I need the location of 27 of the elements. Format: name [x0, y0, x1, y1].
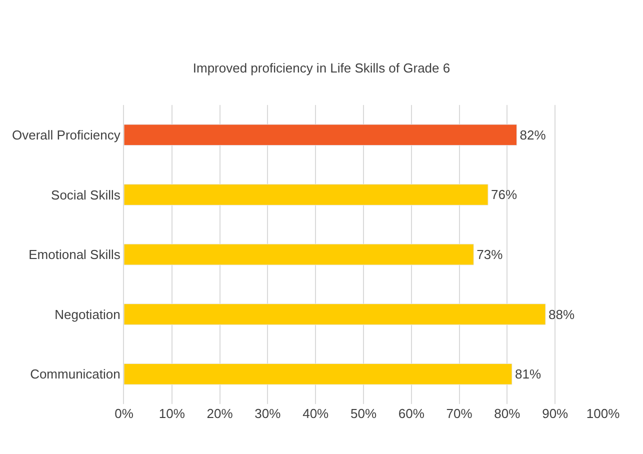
- bar: [124, 124, 518, 146]
- chart-title: Improved proficiency in Life Skills of Grade 6: [192, 60, 450, 76]
- bar: [124, 304, 546, 326]
- data-label: 81%: [514, 366, 542, 382]
- x-tick-label: 60%: [398, 406, 425, 421]
- y-tick-label: Overall Proficiency: [12, 127, 121, 142]
- x-tick-label: 20%: [206, 406, 234, 421]
- bar: [124, 363, 512, 385]
- data-label: 76%: [491, 187, 518, 202]
- x-tick-label: 80%: [494, 406, 521, 421]
- bar: [124, 184, 488, 206]
- x-tick-label: 10%: [158, 406, 186, 421]
- data-label: 88%: [548, 306, 575, 322]
- y-tick-label: Social Skills: [51, 187, 121, 202]
- x-tick-label: 100%: [586, 406, 620, 421]
- x-tick-label: 70%: [446, 406, 473, 421]
- data-label: 73%: [476, 247, 504, 262]
- data-label: 82%: [520, 127, 546, 142]
- x-tick-label: 30%: [254, 406, 282, 421]
- x-tick-label: 40%: [302, 406, 330, 421]
- x-tick-label: 90%: [542, 406, 569, 421]
- y-tick-label: Communication: [30, 366, 120, 382]
- x-tick-label: 50%: [350, 406, 377, 421]
- y-tick-label: Emotional Skills: [28, 247, 121, 262]
- y-tick-label: Negotiation: [54, 306, 120, 322]
- x-tick-label: 0%: [114, 406, 134, 421]
- bar: [124, 244, 474, 266]
